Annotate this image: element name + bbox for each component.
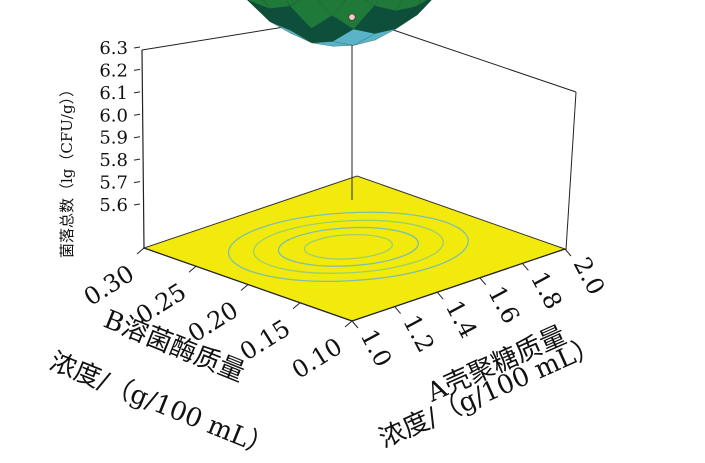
y-tick-mark bbox=[189, 266, 196, 272]
x-tick-label: 1.8 bbox=[525, 267, 568, 314]
z-tick-label: 5.9 bbox=[99, 128, 128, 149]
surface-cell bbox=[207, 0, 249, 2]
x-tick-mark bbox=[437, 292, 443, 299]
z-tick-mark bbox=[134, 159, 140, 160]
x-tick-mark bbox=[352, 321, 358, 328]
z-axis-label: 菌落总数（lg（CFU/g）） bbox=[58, 82, 76, 258]
z-tick-mark bbox=[134, 204, 140, 205]
x-tick-label: 1.2 bbox=[397, 310, 440, 357]
y-tick-label: 0.10 bbox=[287, 332, 347, 384]
x-tick-label: 1.4 bbox=[440, 296, 483, 343]
z-tick-label: 6.1 bbox=[99, 83, 128, 104]
y-tick-label: 0.30 bbox=[79, 259, 139, 311]
z-tick-label: 6.2 bbox=[99, 60, 128, 81]
x-tick-label: 1.0 bbox=[355, 325, 398, 372]
x-tick-mark bbox=[565, 249, 571, 256]
z-tick-mark bbox=[134, 47, 140, 48]
z-tick-mark bbox=[134, 114, 140, 115]
y-tick-mark bbox=[293, 303, 300, 309]
y-tick-mark bbox=[137, 248, 144, 254]
z-axis-ticks: 5.65.75.85.96.06.16.26.3 bbox=[99, 38, 140, 216]
x-tick-mark bbox=[395, 307, 401, 314]
z-tick-mark bbox=[134, 92, 140, 93]
y-tick-mark bbox=[241, 285, 248, 291]
z-tick-label: 6.0 bbox=[99, 105, 128, 126]
z-tick-mark bbox=[134, 137, 140, 138]
z-tick-label: 5.8 bbox=[99, 150, 128, 171]
x-tick-label: 2.0 bbox=[568, 253, 611, 300]
y-tick-mark bbox=[345, 321, 352, 327]
x-tick-mark bbox=[480, 278, 486, 285]
x-tick-label: 1.6 bbox=[483, 281, 526, 328]
z-axis-line bbox=[142, 50, 144, 248]
design-point bbox=[349, 14, 355, 20]
back-frame-right-vertical bbox=[566, 92, 576, 250]
z-tick-label: 6.3 bbox=[99, 38, 128, 59]
z-tick-label: 5.7 bbox=[99, 173, 128, 194]
z-tick-label: 5.6 bbox=[99, 195, 128, 216]
z-tick-mark bbox=[134, 182, 140, 183]
z-tick-mark bbox=[134, 69, 140, 70]
x-tick-mark bbox=[522, 263, 528, 270]
x-axis-label-line2: 浓度/（g/100 mL） bbox=[375, 330, 605, 454]
